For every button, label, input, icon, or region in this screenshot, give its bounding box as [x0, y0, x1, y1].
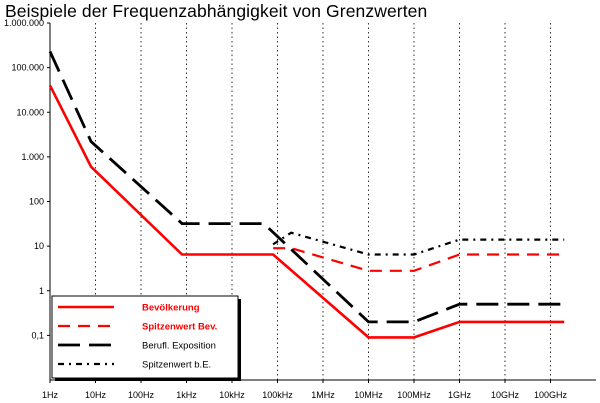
x-tick-label: 100MHz — [397, 390, 431, 400]
y-tick-label: 1.000.000 — [4, 18, 44, 28]
y-tick-label: 100 — [29, 197, 44, 207]
series-line-2 — [273, 247, 565, 272]
legend-label-3: Berufl. Exposition — [142, 341, 216, 352]
legend-label-4: Spitzenwert b.E. — [142, 360, 211, 371]
legend-box — [51, 295, 239, 379]
legend: Bevölkerung Spitzenwert Bev. Berufl. Expos… — [51, 295, 241, 381]
y-tick-label: 1.000 — [21, 152, 44, 162]
series-line-1 — [48, 84, 565, 339]
x-tick-label: 10Hz — [85, 390, 107, 400]
y-tick-label: 0,1 — [31, 330, 44, 340]
x-tick-label: 100kHz — [262, 390, 293, 400]
x-tick-label: 10kHz — [219, 390, 245, 400]
y-tick-label: 100.000 — [11, 63, 44, 73]
x-tick-label: 10MHz — [354, 390, 383, 400]
series-line-4 — [272, 231, 565, 256]
series-line-3 — [48, 50, 565, 324]
legend-label-1: Bevölkerung — [142, 303, 200, 314]
x-tick-label: 100GHz — [534, 390, 568, 400]
y-tick-label: 10 — [34, 241, 44, 251]
axis-layer: 1.000.000 100.000 10.000 1.000 100 10 1 0,1 1Hz 1… — [4, 18, 596, 400]
x-tick-label: 1MHz — [311, 390, 335, 400]
x-tick-label: 10GHz — [491, 390, 520, 400]
x-tick-label: 1Hz — [42, 390, 59, 400]
x-tick-label: 1kHz — [176, 390, 197, 400]
chart-title: Beispiele der Frequenzabhängigkeit von G… — [5, 1, 428, 21]
x-tick-label: 1GHz — [448, 390, 472, 400]
x-tick-label: 100Hz — [128, 390, 155, 400]
legend-label-2: Spitzenwert Bev. — [142, 322, 217, 333]
y-tick-label: 1 — [39, 286, 44, 296]
y-tick-label: 10.000 — [16, 107, 44, 117]
series-layer — [48, 50, 565, 339]
